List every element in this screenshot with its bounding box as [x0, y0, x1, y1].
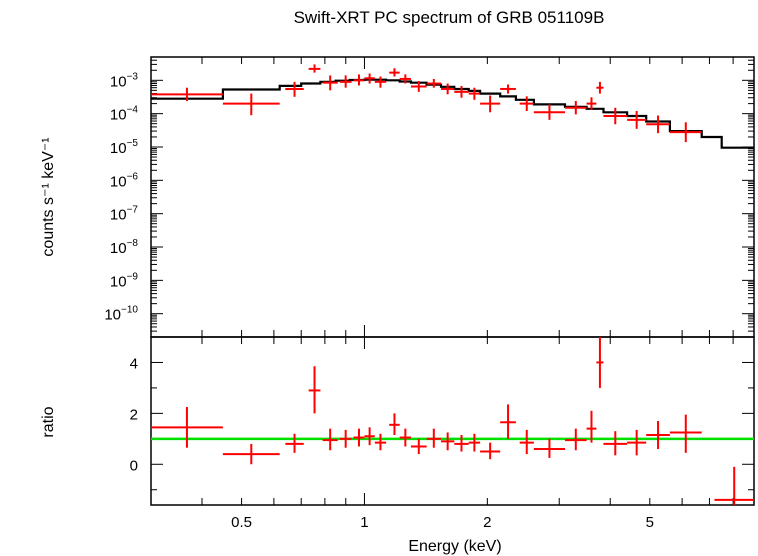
data-point	[596, 81, 604, 94]
y-tick-label: 10−9	[110, 271, 139, 290]
ratio-y-axis-label: ratio	[40, 406, 57, 437]
ratio-point	[596, 337, 604, 388]
x-tick-labels: 0.5 1 2 5	[231, 514, 654, 531]
chart-title: Swift-XRT PC spectrum of GRB 051109B	[294, 8, 605, 27]
y-tick-label: 10−6	[110, 171, 139, 190]
data-point	[441, 83, 455, 95]
data-point	[339, 75, 352, 88]
data-point	[322, 75, 338, 91]
ratio-y-tick-labels: 0 2 4	[130, 355, 138, 474]
ratio-frame	[150, 336, 755, 506]
y-tick-label: 10−7	[110, 205, 139, 224]
ratio-point	[714, 466, 754, 505]
spectrum-y-axis-label: counts s⁻¹ keV⁻¹	[40, 137, 57, 256]
data-point	[500, 84, 516, 94]
ratio-ticks	[150, 336, 755, 505]
data-point	[533, 104, 566, 120]
y-tick-label: 0	[130, 457, 138, 474]
ratio-point	[603, 431, 628, 456]
ratio-point	[151, 407, 223, 448]
spectrum-ticks	[150, 56, 755, 349]
data-point	[285, 81, 304, 97]
y-tick-label: 10−5	[110, 138, 139, 157]
data-point	[151, 87, 223, 101]
x-tick-label: 0.5	[231, 514, 252, 531]
ratio-point	[480, 442, 501, 460]
data-point	[480, 95, 501, 113]
data-point	[586, 97, 597, 110]
data-point	[222, 93, 280, 116]
data-point	[468, 87, 481, 100]
data-point	[389, 68, 400, 77]
ratio-point	[627, 429, 647, 456]
ratio-point	[565, 428, 587, 451]
ratio-point	[410, 438, 427, 455]
data-point	[669, 122, 702, 143]
spectrum-frame	[150, 56, 755, 338]
data-point	[519, 96, 534, 112]
data-point	[646, 115, 670, 134]
data-point	[364, 73, 375, 84]
data-point	[426, 78, 442, 88]
data-point	[627, 111, 647, 129]
ratio-point	[646, 421, 670, 449]
x-tick-label: 1	[360, 514, 368, 531]
y-tick-label: 10−8	[110, 238, 139, 257]
ratio-point	[468, 433, 481, 452]
ratio-point	[364, 427, 375, 446]
x-axis-label: Energy (keV)	[408, 538, 501, 555]
x-tick-label: 5	[646, 514, 654, 531]
data-point	[399, 74, 411, 84]
data-points	[151, 64, 702, 143]
ratio-panel: 0 2 4 0.5 1 2 5 ratio Energy (keV)	[40, 336, 755, 555]
ratio-point	[285, 433, 304, 453]
ratio-point	[500, 404, 516, 439]
y-tick-label: 10−3	[110, 71, 139, 90]
y-tick-label: 10−10	[104, 305, 138, 324]
ratio-point	[533, 438, 566, 458]
y-tick-label: 10−4	[110, 105, 139, 124]
ratio-point	[519, 429, 534, 455]
ratio-point	[426, 428, 442, 448]
y-tick-label: 2	[130, 406, 138, 423]
ratio-point	[441, 432, 455, 451]
ratio-point	[399, 428, 411, 447]
data-point	[454, 85, 469, 98]
ratio-point	[322, 428, 338, 451]
data-point	[374, 76, 387, 88]
ratio-point	[389, 413, 400, 435]
y-tick-label: 4	[130, 355, 138, 372]
ratio-point	[308, 366, 321, 414]
ratio-point	[454, 435, 469, 452]
ratio-point	[222, 443, 280, 465]
ratio-point	[374, 433, 387, 451]
x-tick-label: 2	[483, 514, 491, 531]
data-point	[565, 100, 587, 115]
ratio-point	[669, 414, 702, 453]
data-point	[410, 81, 427, 92]
ratio-point	[586, 410, 597, 443]
data-point	[308, 64, 321, 73]
data-point	[353, 74, 365, 86]
spectrum-y-tick-labels: 10−3 10−4 10−5 10−6 10−7 10−8 10−9 10−10	[104, 71, 138, 323]
ratio-point	[339, 429, 352, 448]
data-point	[603, 107, 628, 125]
ratio-point	[353, 428, 365, 447]
ratio-points	[151, 337, 754, 505]
spectrum-panel: 10−3 10−4 10−5 10−6 10−7 10−8 10−9 10−10 counts…	[40, 56, 755, 349]
